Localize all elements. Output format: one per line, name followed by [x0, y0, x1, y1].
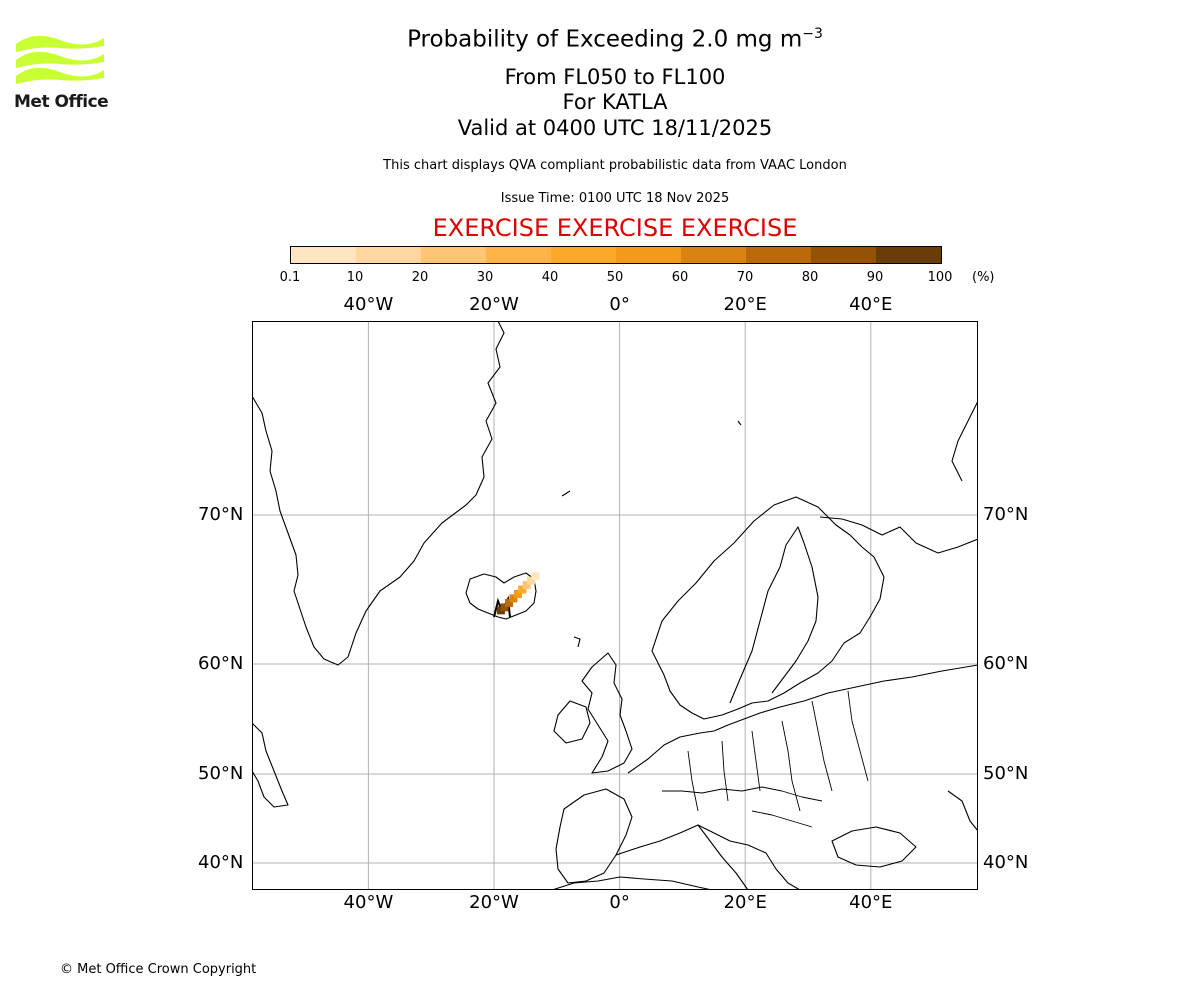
- ash-probability-cell: [500, 603, 509, 612]
- colorbar-segment: [356, 247, 421, 263]
- greenland-coast: [252, 321, 505, 666]
- chart-title: Probability of Exceeding 2.0 mg m−3: [230, 26, 1000, 53]
- colorbar-segment: [421, 247, 486, 263]
- exercise-banner: EXERCISE EXERCISE EXERCISE: [432, 214, 798, 242]
- colorbar-tick-label: 100: [927, 270, 953, 285]
- longitude-label-top: 40°W: [343, 294, 394, 315]
- logo-text: Met Office: [14, 92, 109, 112]
- colorbar-tick-label: 20: [411, 270, 429, 285]
- caspian-coast: [947, 790, 978, 832]
- colorbar-segment: [876, 247, 941, 263]
- bear-island-coast: [737, 420, 742, 426]
- latitude-label-left: 40°N: [198, 852, 244, 873]
- colorbar-segment: [486, 247, 551, 263]
- baltic-coast: [729, 526, 819, 704]
- longitude-label-bottom: 20°W: [469, 892, 519, 913]
- ash-probability-cell: [513, 589, 522, 598]
- map-panel: [252, 321, 978, 890]
- colorbar-tick-label: 70: [736, 270, 754, 285]
- met-office-wave-logo-icon: [16, 35, 104, 84]
- longitude-label-top: 40°E: [849, 294, 893, 315]
- longitude-label-bottom: 40°W: [343, 892, 394, 913]
- colorbar-tick-label: 90: [866, 270, 884, 285]
- title-superscript: −3: [802, 26, 823, 42]
- longitude-label-top: 20°E: [723, 294, 767, 315]
- graticule: [252, 321, 978, 890]
- colorbar-segment: [291, 247, 356, 263]
- ireland-coast: [553, 700, 591, 744]
- ash-probability-cell: [527, 576, 536, 585]
- black-sea-coast: [831, 826, 917, 868]
- disclaimer: This chart displays QVA compliant probab…: [383, 158, 847, 173]
- latitude-label-left: 60°N: [198, 653, 244, 674]
- novaya-zemlya-coast: [951, 400, 978, 482]
- title-main: Probability of Exceeding 2.0 mg m: [407, 26, 803, 53]
- colorbar-segment: [616, 247, 681, 263]
- latitude-label-right: 40°N: [983, 852, 1029, 873]
- jan-mayen-coast: [561, 490, 571, 497]
- ash-probability-cell: [505, 598, 514, 607]
- ash-cloud: [496, 572, 540, 615]
- mediterranean-coast: [615, 824, 801, 890]
- colorbar-segment: [681, 247, 746, 263]
- faroe-islands-coast: [573, 636, 581, 648]
- longitude-label-top: 20°W: [469, 294, 519, 315]
- colorbar-tick-label: 80: [801, 270, 819, 285]
- ash-probability-cell: [522, 581, 531, 590]
- longitude-label-bottom: 40°E: [849, 892, 893, 913]
- latitude-label-left: 70°N: [198, 504, 244, 525]
- colorbar-tick-label: 40: [541, 270, 559, 285]
- colorbar-tick-label: 0.1: [279, 270, 301, 285]
- colorbar-tick-label: 10: [346, 270, 364, 285]
- great-britain-coast: [581, 652, 633, 774]
- ash-probability-cell: [518, 585, 527, 594]
- europe-coast: [627, 664, 978, 774]
- map-frame: [252, 321, 978, 890]
- colorbar-tick-label: 50: [606, 270, 624, 285]
- level-range: From FL050 to FL100: [504, 65, 726, 89]
- colorbar-unit: (%): [972, 270, 995, 285]
- colorbar-segment: [551, 247, 616, 263]
- italy-coast: [697, 824, 749, 890]
- ash-probability-cell: [531, 572, 540, 581]
- longitude-label-bottom: 0°: [609, 892, 630, 913]
- valid-time: Valid at 0400 UTC 18/11/2025: [457, 116, 773, 140]
- latitude-label-right: 70°N: [983, 504, 1029, 525]
- north-africa-coast: [551, 876, 713, 890]
- colorbar-segment: [746, 247, 811, 263]
- map-svg: [252, 321, 978, 890]
- colorbar-tick-label: 60: [671, 270, 689, 285]
- country-borders: [662, 690, 869, 828]
- colorbar-segment: [811, 247, 876, 263]
- met-office-logo: Met Office: [14, 30, 114, 112]
- latitude-label-left: 50°N: [198, 763, 244, 784]
- kola-coast: [819, 516, 978, 554]
- iceland-coast: [465, 572, 537, 620]
- scandinavia-coast: [651, 496, 885, 720]
- colorbar: [290, 246, 942, 264]
- coastlines: [252, 321, 978, 890]
- iberia-coast: [555, 788, 633, 884]
- latitude-label-right: 50°N: [983, 763, 1029, 784]
- latitude-label-right: 60°N: [983, 653, 1029, 674]
- copyright: © Met Office Crown Copyright: [60, 962, 257, 977]
- longitude-label-bottom: 20°E: [723, 892, 767, 913]
- issue-time: Issue Time: 0100 UTC 18 Nov 2025: [500, 191, 730, 206]
- colorbar-tick-label: 30: [476, 270, 494, 285]
- labrador-coast: [252, 722, 289, 808]
- volcano-name: For KATLA: [562, 90, 668, 114]
- longitude-label-top: 0°: [609, 294, 630, 315]
- ash-probability-cell: [509, 594, 518, 603]
